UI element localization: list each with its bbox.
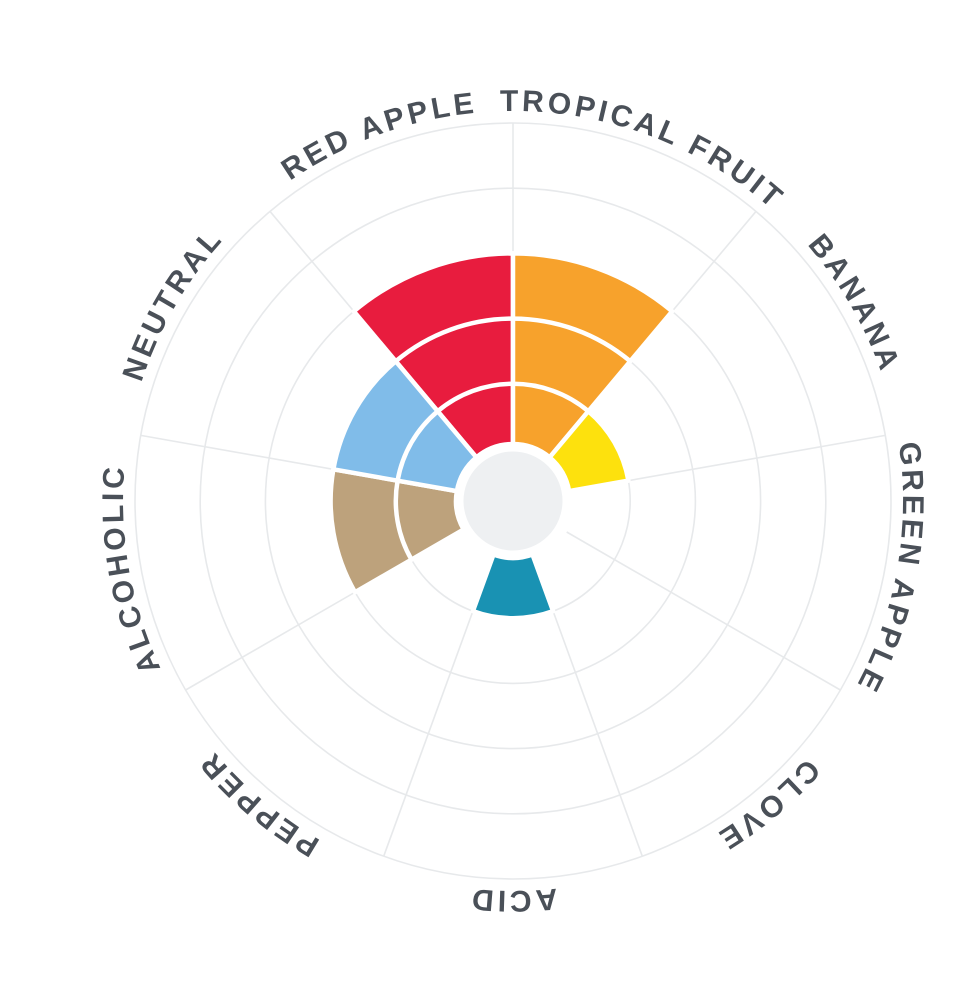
axis-label-alcoholic: ALCOHOLIC xyxy=(97,463,167,679)
axis-label-red-apple: RED APPLE xyxy=(276,87,479,187)
wedge-tropical-fruit xyxy=(510,251,675,460)
wedge-red-apple xyxy=(351,251,516,460)
wedge-acid xyxy=(470,552,556,621)
wedge-separator-red-apple-2 xyxy=(394,316,514,363)
wedge-separator-alcoholic-1 xyxy=(393,480,414,561)
wedge-separator-tropical-fruit-1 xyxy=(512,381,590,413)
wedge-separator-tropical-fruit-2 xyxy=(512,316,632,363)
center-hub xyxy=(458,446,568,556)
axis-label-green-apple: GREEN APPLE xyxy=(849,440,929,699)
axis-label-acid: ACID xyxy=(467,882,558,917)
axis-label-pepper: PEPPER xyxy=(192,745,324,863)
axis-label-banana: BANANA xyxy=(802,228,907,377)
axis-label-clove: CLOVE xyxy=(711,753,826,857)
wedge-separator-neutral-1 xyxy=(395,409,440,482)
wedge-layer xyxy=(328,251,675,621)
axis-label-neutral: NEUTRAL xyxy=(117,221,230,385)
wedge-banana xyxy=(547,408,631,494)
wedge-separator-red-apple-1 xyxy=(436,381,514,413)
wedge-neutral xyxy=(331,359,479,494)
axis-label-tropical-fruit: TROPICAL FRUIT xyxy=(500,85,791,216)
grid-spoke-clove xyxy=(566,531,841,691)
hub-layer xyxy=(458,446,568,556)
